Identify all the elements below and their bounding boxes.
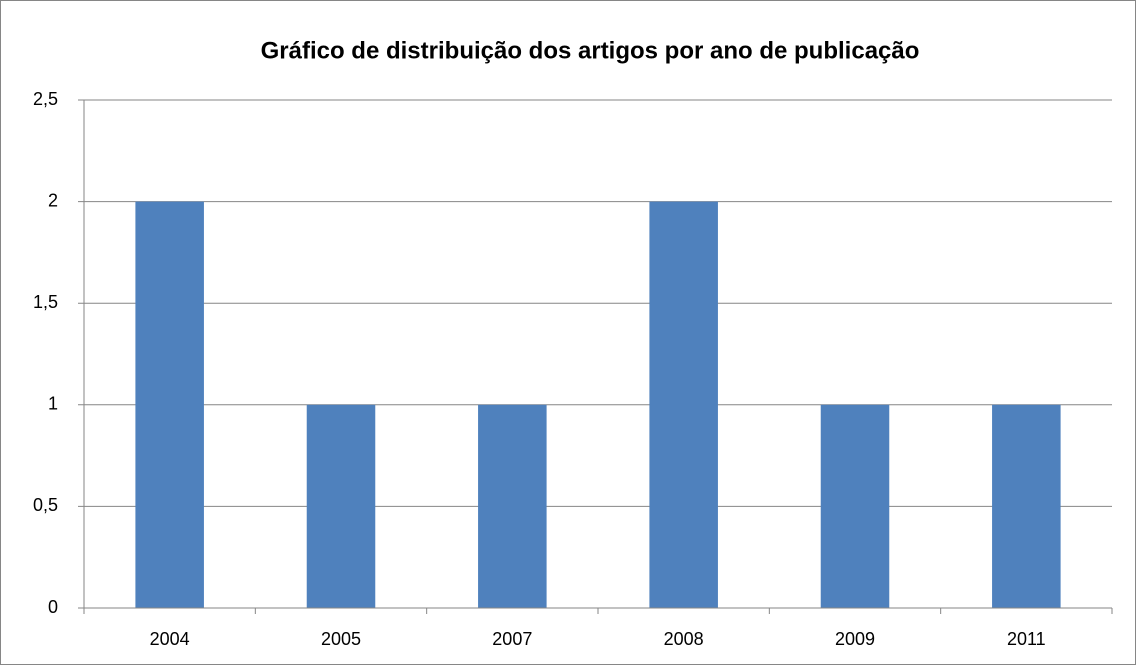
- x-tick-label: 2011: [1007, 629, 1046, 649]
- y-tick-label: 1: [48, 394, 58, 414]
- y-tick-label: 2,5: [33, 89, 58, 109]
- x-tick-label: 2004: [150, 629, 190, 649]
- chart-title: Gráfico de distribuição dos artigos por …: [261, 37, 920, 64]
- bar: [135, 201, 204, 608]
- x-tick-label: 2009: [835, 629, 875, 649]
- x-tick-label: 2007: [492, 629, 532, 649]
- y-tick-label: 0: [48, 597, 58, 617]
- bar: [992, 404, 1061, 608]
- x-tick-label: 2005: [321, 629, 361, 649]
- bar: [649, 201, 718, 608]
- bar: [478, 404, 547, 608]
- bar: [820, 404, 890, 608]
- y-tick-label: 0,5: [33, 495, 58, 515]
- bar: [306, 404, 376, 608]
- y-tick-label: 1,5: [33, 292, 58, 312]
- y-tick-label: 2: [48, 190, 58, 210]
- x-tick-label: 2008: [664, 629, 704, 649]
